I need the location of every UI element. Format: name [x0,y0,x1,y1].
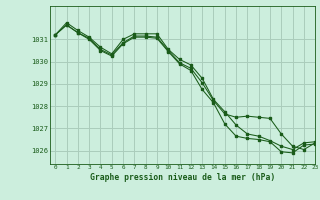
X-axis label: Graphe pression niveau de la mer (hPa): Graphe pression niveau de la mer (hPa) [90,173,275,182]
